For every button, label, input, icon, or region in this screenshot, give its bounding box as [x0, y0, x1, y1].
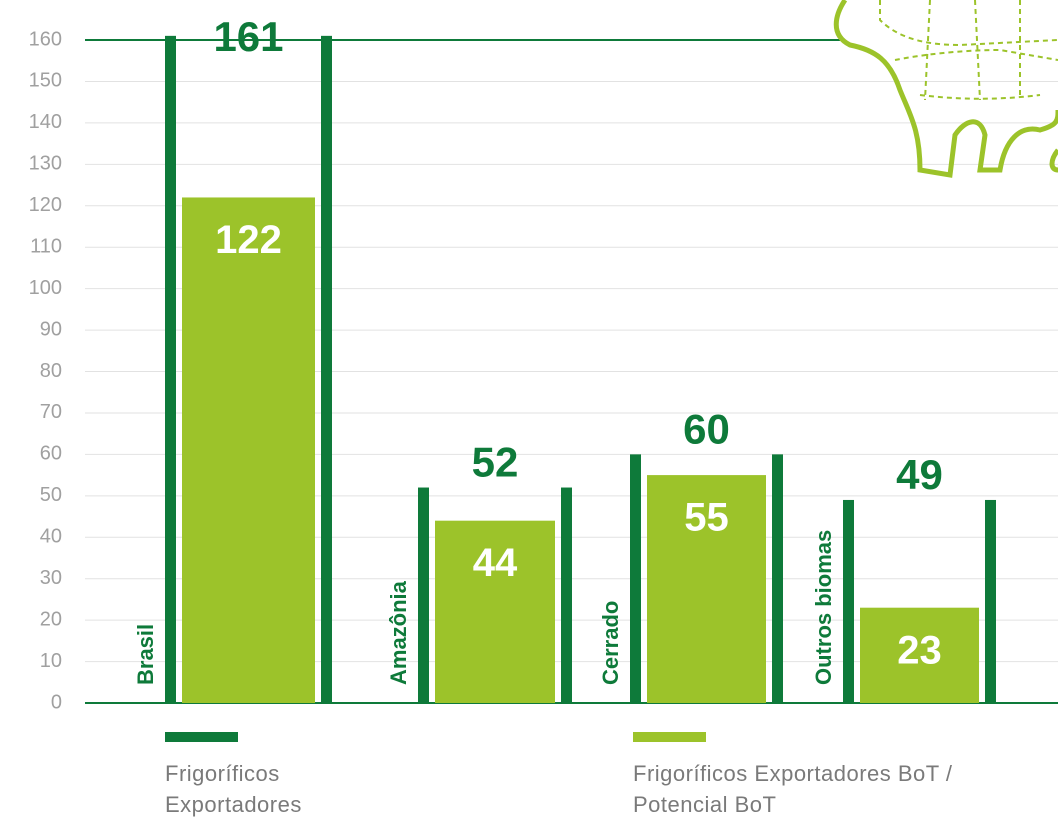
bar-post — [418, 488, 429, 703]
y-tick-label: 100 — [29, 277, 62, 299]
category-label: Brasil — [133, 624, 158, 685]
chart-page: 0 10 20 30 40 50 60 70 80 90 100 110 120 130 140 150 160… — [0, 0, 1058, 818]
value-label: 23 — [897, 628, 942, 672]
y-tick-label: 90 — [40, 318, 62, 340]
y-tick-label: 50 — [40, 484, 62, 506]
bar-post — [561, 488, 572, 703]
y-tick-label: 80 — [40, 360, 62, 382]
bar-post — [985, 500, 996, 703]
value-label: 49 — [896, 451, 943, 498]
y-tick-label: 30 — [40, 567, 62, 589]
y-tick-label: 110 — [30, 235, 62, 257]
value-label: 44 — [473, 541, 518, 585]
y-tick-label: 70 — [40, 401, 62, 423]
y-tick-label: 150 — [29, 70, 62, 92]
y-tick-label: 20 — [40, 608, 62, 630]
y-tick-label: 60 — [40, 443, 62, 465]
value-label: 55 — [684, 496, 729, 540]
legend-label: Frigoríficos Exportadores — [165, 758, 355, 818]
category-label: Amazônia — [386, 580, 411, 685]
y-tick-label: 10 — [40, 650, 62, 672]
legend-swatch — [633, 732, 706, 742]
y-tick-label: 120 — [29, 194, 62, 216]
legend-label: Frigoríficos Exportadores BoT / Potencia… — [633, 758, 973, 818]
y-tick-label: 140 — [29, 111, 62, 133]
y-tick-label: 130 — [29, 153, 62, 175]
value-label: 52 — [472, 439, 519, 486]
bar-post — [630, 454, 641, 703]
cow-illustration — [836, 0, 1058, 175]
y-tick-label: 0 — [51, 691, 62, 713]
value-label: 161 — [213, 13, 283, 60]
bar-post — [321, 36, 332, 703]
value-label: 122 — [215, 218, 282, 262]
bar-post — [165, 36, 176, 703]
category-label: Cerrado — [598, 601, 623, 685]
value-label: 60 — [683, 405, 730, 452]
y-tick-label: 40 — [40, 526, 62, 548]
y-tick-label: 160 — [29, 28, 62, 50]
bar-post — [772, 454, 783, 703]
legend-swatch — [165, 732, 238, 742]
category-label: Outros biomas — [811, 530, 836, 685]
bar — [182, 197, 315, 703]
bar-post — [843, 500, 854, 703]
chart: 0 10 20 30 40 50 60 70 80 90 100 110 120 130 140 150 160… — [0, 0, 1058, 818]
